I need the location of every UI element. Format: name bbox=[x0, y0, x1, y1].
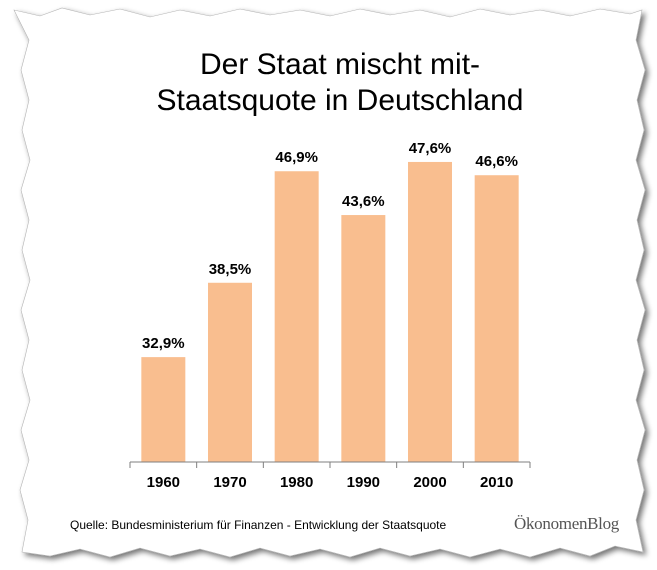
x-tick-label-1970: 1970 bbox=[213, 474, 246, 491]
source-note: Quelle: Bundesministerium für Finanzen -… bbox=[70, 518, 447, 532]
bar-2010 bbox=[474, 175, 519, 462]
data-label-1990: 43,6% bbox=[342, 193, 385, 210]
x-tick-label-1980: 1980 bbox=[280, 474, 313, 491]
x-tick-label-2010: 2010 bbox=[480, 474, 513, 491]
chart-title-line-2: Staatsquote in Deutschland bbox=[156, 84, 524, 117]
chart-title-line-1: Der Staat mischt mit- bbox=[199, 48, 481, 81]
data-label-2000: 47,6% bbox=[409, 140, 452, 157]
x-tick-label-1990: 1990 bbox=[347, 474, 380, 491]
bar-1960 bbox=[141, 357, 186, 462]
brand-logo: ÖkonomenBlog bbox=[514, 514, 620, 533]
bar-1980 bbox=[274, 171, 319, 462]
x-tick-label-2000: 2000 bbox=[413, 474, 446, 491]
bar-2000 bbox=[408, 161, 452, 463]
data-label-1970: 38,5% bbox=[209, 261, 252, 278]
x-tick-label-1960: 1960 bbox=[147, 474, 180, 491]
data-label-1980: 46,9% bbox=[275, 149, 318, 166]
bar-1970 bbox=[208, 282, 252, 462]
bar-1990 bbox=[341, 215, 386, 462]
data-label-1960: 32,9% bbox=[142, 335, 185, 352]
data-label-2010: 46,6% bbox=[475, 153, 518, 170]
